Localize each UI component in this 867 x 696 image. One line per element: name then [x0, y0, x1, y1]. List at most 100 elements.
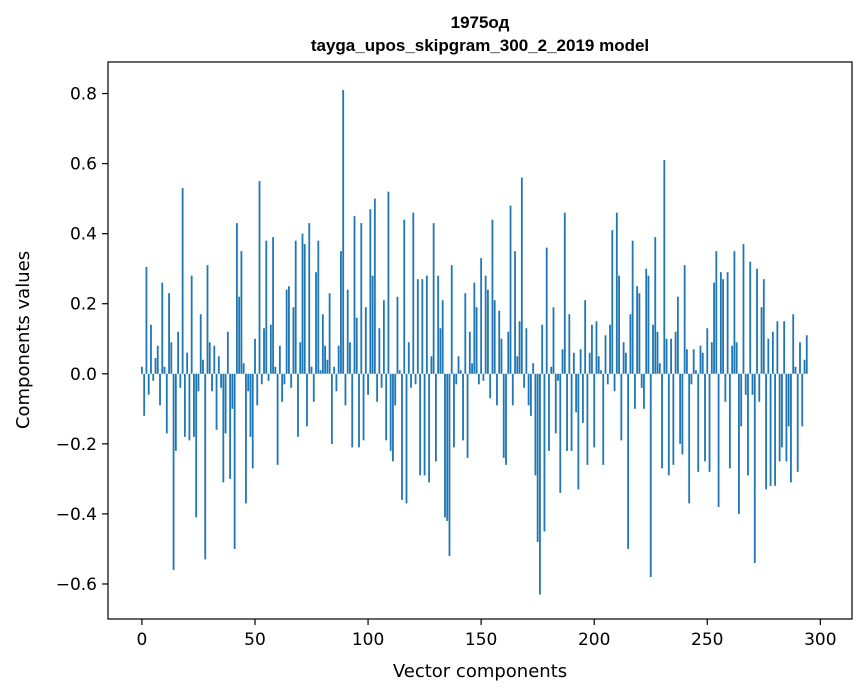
bar-250: [706, 328, 709, 374]
y-tick-label: 0.4: [70, 225, 97, 245]
bar-116: [403, 219, 406, 374]
bar-27: [202, 359, 204, 374]
bar-75: [310, 366, 313, 374]
bar-120: [412, 212, 415, 374]
bar-125: [423, 373, 426, 476]
bar-240: [683, 265, 686, 374]
bar-66: [290, 373, 293, 388]
bar-176: [539, 373, 541, 595]
bar-228: [656, 331, 659, 374]
bar-246: [697, 373, 700, 472]
bar-73: [306, 373, 308, 427]
bar-107: [382, 300, 385, 374]
bar-236: [674, 331, 677, 374]
bar-149: [477, 373, 480, 385]
bar-59: [274, 366, 277, 374]
bar-140: [457, 356, 460, 374]
y-tick-label: −0.6: [56, 575, 97, 595]
bar-278: [769, 373, 772, 486]
bar-216: [629, 314, 632, 374]
bar-152: [484, 275, 487, 374]
bar-215: [627, 373, 630, 549]
bar-210: [615, 212, 618, 374]
bar-11: [165, 373, 168, 434]
bar-155: [491, 219, 494, 374]
bar-234: [670, 338, 672, 374]
bar-150: [480, 258, 483, 374]
bar-249: [704, 373, 706, 462]
bar-211: [618, 275, 620, 374]
bar-26: [199, 314, 202, 374]
bar-196: [584, 300, 587, 374]
bar-77: [315, 272, 317, 374]
bar-186: [561, 349, 564, 374]
bar-134: [444, 373, 446, 518]
bar-38: [226, 331, 229, 374]
bar-4: [150, 324, 152, 374]
bar-225: [649, 373, 652, 577]
bar-199: [591, 324, 593, 374]
bar-135: [446, 373, 449, 521]
bar-171: [527, 373, 530, 406]
bar-30: [208, 342, 211, 374]
bar-177: [541, 324, 544, 374]
bar-151: [482, 373, 485, 381]
bar-55: [265, 240, 268, 374]
bar-233: [667, 373, 670, 476]
bar-31: [211, 373, 213, 392]
bar-264: [738, 373, 740, 514]
bar-103: [373, 198, 376, 374]
bar-293: [803, 359, 806, 374]
bar-143: [464, 293, 467, 374]
bar-194: [579, 349, 582, 374]
bar-118: [407, 342, 410, 374]
bar-287: [790, 373, 792, 483]
bar-3: [147, 373, 150, 395]
bar-69: [297, 373, 299, 437]
bar-102: [371, 275, 374, 374]
bar-14: [172, 373, 175, 570]
bar-91: [346, 289, 349, 374]
bar-104: [376, 373, 379, 402]
bar-148: [475, 307, 478, 374]
bar-106: [380, 373, 383, 388]
bar-195: [581, 373, 584, 423]
bar-206: [606, 373, 609, 385]
bar-88: [340, 251, 342, 374]
bar-207: [609, 324, 611, 374]
bar-114: [398, 370, 401, 374]
bar-137: [450, 265, 453, 374]
bar-78: [317, 240, 320, 374]
bar-185: [559, 373, 562, 493]
bar-12: [168, 293, 170, 374]
bar-8: [159, 373, 161, 406]
bar-227: [654, 237, 657, 374]
bar-160: [502, 373, 505, 458]
bar-19: [183, 373, 186, 437]
bar-65: [288, 286, 290, 374]
bar-44: [240, 251, 243, 374]
bar-50: [254, 338, 256, 374]
bar-273: [758, 373, 761, 402]
bar-222: [643, 373, 645, 409]
bar-231: [663, 160, 666, 374]
bar-247: [699, 345, 702, 374]
bar-115: [401, 373, 403, 500]
bar-217: [631, 240, 634, 374]
bar-15: [174, 373, 177, 451]
bar-237: [676, 296, 679, 374]
bar-21: [188, 373, 191, 441]
bar-108: [385, 373, 388, 441]
bar-263: [735, 342, 738, 374]
bar-24: [195, 373, 198, 518]
bar-46: [245, 373, 247, 504]
bar-183: [554, 373, 557, 434]
bar-163: [509, 205, 512, 374]
bar-262: [733, 251, 736, 374]
bar-45: [242, 363, 245, 374]
bar-161: [505, 373, 507, 465]
bar-93: [351, 373, 354, 448]
bar-245: [695, 370, 697, 374]
bar-85: [333, 366, 336, 374]
chart-title: 1975од: [451, 13, 510, 32]
